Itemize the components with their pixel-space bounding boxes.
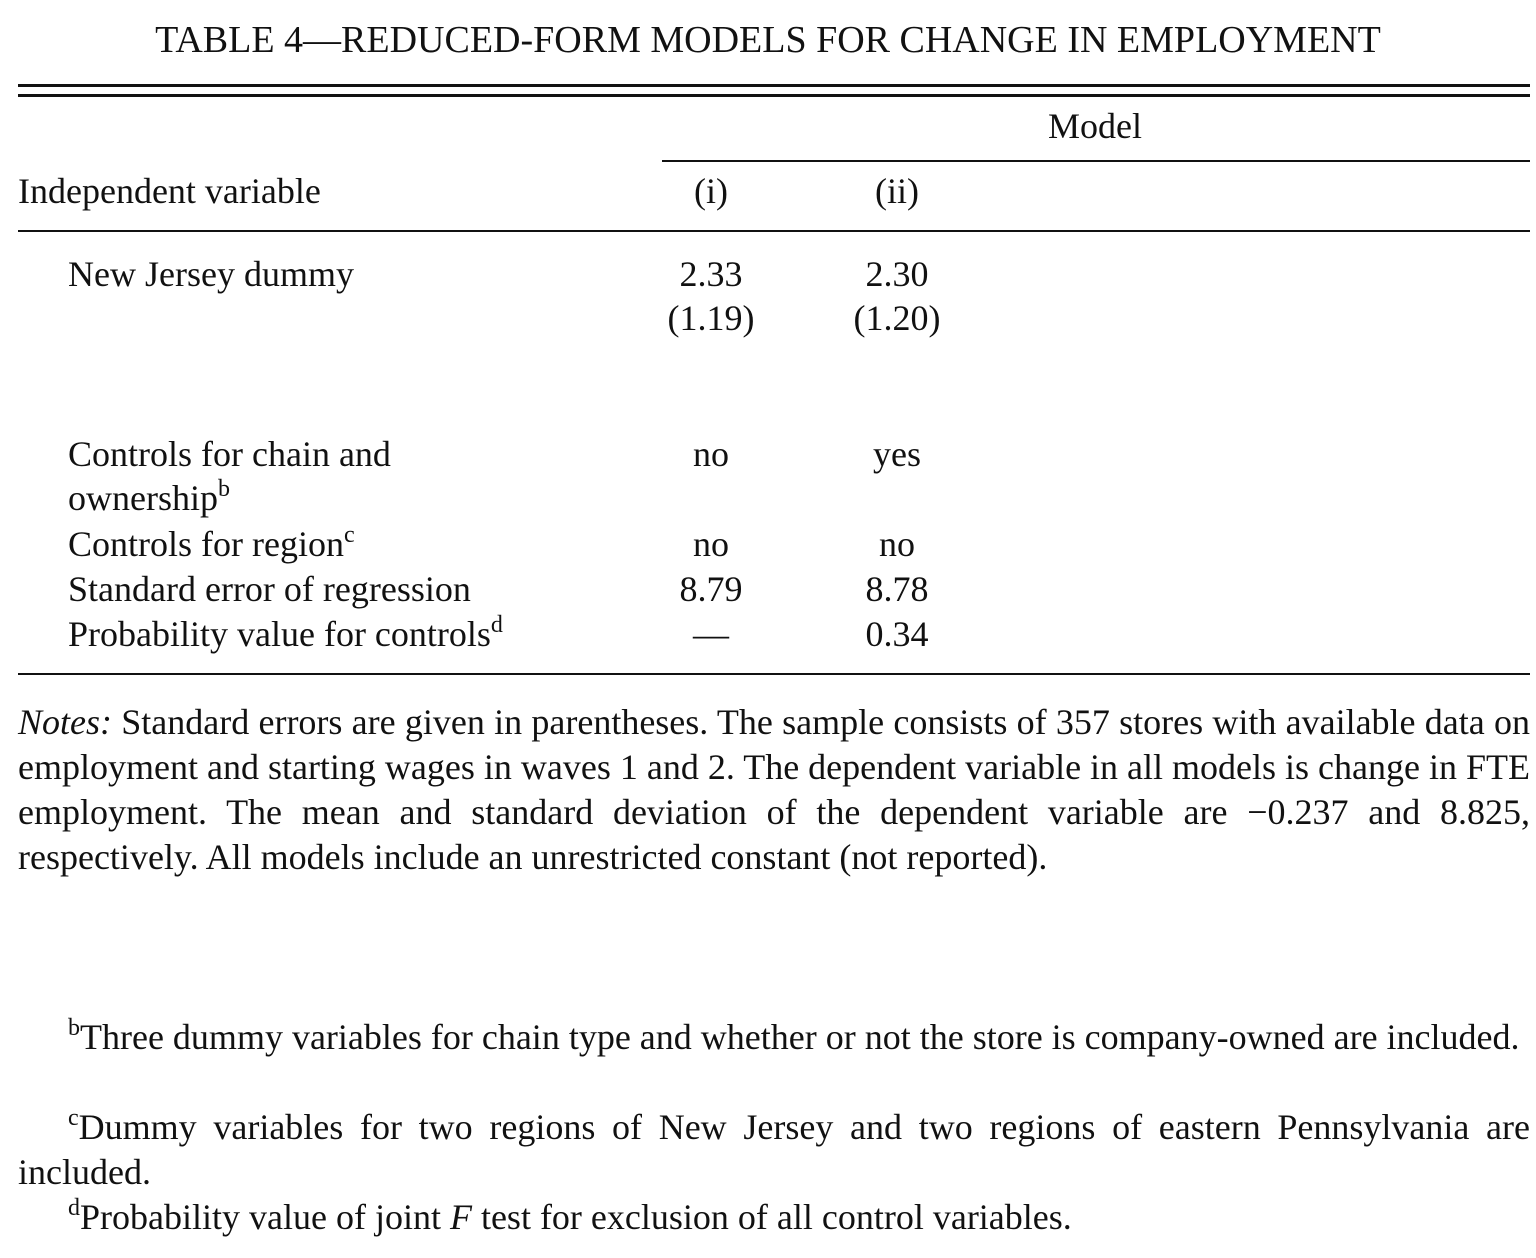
footnote-b-mark: b [68,1015,80,1041]
header-rule [18,230,1530,232]
footnote-mark-c: c [343,522,355,548]
col-header-ii: (ii) [875,171,919,211]
prob-controls-i: — [693,614,729,654]
footnote-c-mark: c [68,1105,79,1131]
footnote-b-text: Three dummy variables for chain type and… [80,1017,1520,1057]
chain-ii: yes [873,434,921,474]
top-rule-2 [18,94,1530,97]
bottom-rule [18,673,1530,675]
nj-dummy-se-i: (1.19) [667,298,755,338]
footnote-d: dProbability value of joint F test for e… [18,1195,1530,1240]
row-label-prob-controls: Probability value for controlsd [68,613,503,655]
footnote-d-text-before: Probability value of joint [80,1197,450,1237]
col-header-i: (i) [694,171,728,211]
prob-controls-ii: 0.34 [865,614,929,654]
prob-label: Probability value for controls [68,614,491,654]
notes-text: Standard errors are given in parentheses… [18,702,1530,877]
model-rule [662,160,1530,162]
region-i: no [693,524,729,564]
table-title: TABLE 4—REDUCED-FORM MODELS FOR CHANGE I… [155,19,1381,61]
chain-label-line1: Controls for chain and [68,434,391,474]
top-rule-1 [18,84,1530,87]
footnote-mark-d: d [490,612,503,638]
row-label-nj-dummy: New Jersey dummy [68,254,354,294]
notes-lead: Notes: [18,702,112,742]
region-label: Controls for region [68,524,344,564]
footnote-mark-b: b [217,476,230,502]
row-header: Independent variable [18,171,321,211]
region-ii: no [879,524,915,564]
footnote-d-text-after: test for exclusion of all control variab… [471,1197,1072,1237]
nj-dummy-i: 2.33 [679,254,743,294]
chain-i: no [693,434,729,474]
nj-dummy-se-ii: (1.20) [853,298,941,338]
row-label-se-regression: Standard error of regression [68,569,471,609]
table-notes: Notes: Standard errors are given in pare… [18,700,1530,880]
nj-dummy-ii: 2.30 [865,254,929,294]
se-regression-i: 8.79 [679,569,743,609]
footnote-b: bThree dummy variables for chain type an… [18,1015,1530,1060]
model-header: Model [1048,106,1142,146]
footnote-d-mark: d [68,1195,80,1221]
row-label-chain-ownership-2: ownershipb [68,477,230,519]
chain-label-line2: ownership [68,478,218,518]
row-label-region: Controls for regionc [68,523,355,565]
row-label-chain-ownership: Controls for chain and [68,433,391,475]
footnote-c-text: Dummy variables for two regions of New J… [18,1107,1530,1192]
se-regression-ii: 8.78 [865,569,929,609]
footnote-d-italic: F [449,1197,472,1237]
footnote-c: cDummy variables for two regions of New … [18,1105,1530,1195]
